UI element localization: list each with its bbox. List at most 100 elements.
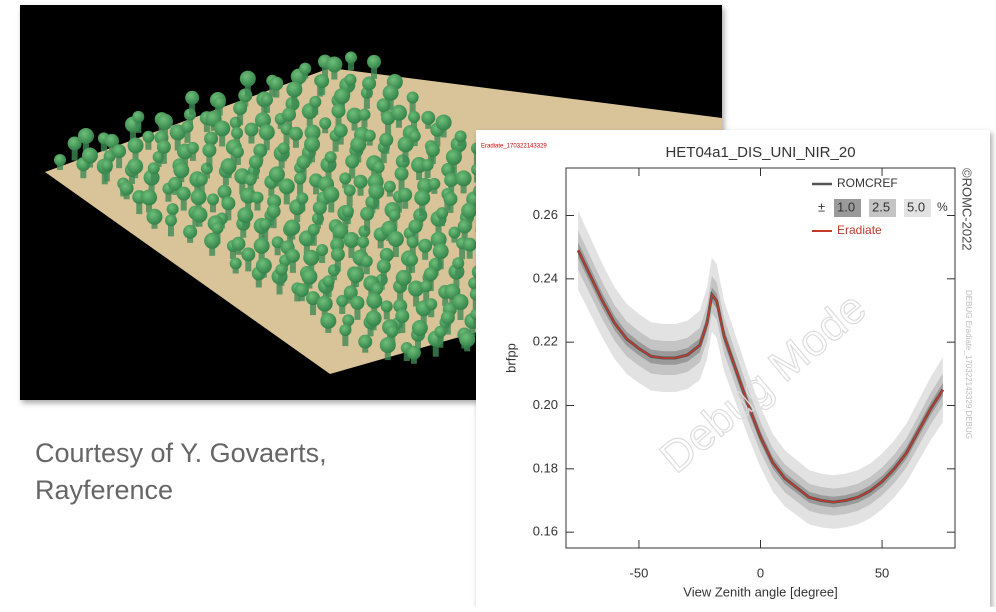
series-line <box>577 249 944 503</box>
tree-crown <box>316 244 329 257</box>
tree-trunk <box>409 259 416 273</box>
legend-swatch <box>904 199 931 217</box>
tree-crown <box>251 191 264 204</box>
tree-crown <box>372 161 385 174</box>
tree-trunk <box>278 269 285 286</box>
tree-crown <box>414 189 431 206</box>
tree-trunk <box>321 61 328 79</box>
copyright: ©ROMC-2022 <box>960 168 975 251</box>
tree-trunk <box>363 92 370 109</box>
tree-trunk <box>385 118 392 136</box>
tree-crown <box>452 294 469 311</box>
tree-crown <box>345 154 360 169</box>
tree-crown <box>367 54 382 69</box>
y-tick-label: 0.22 <box>533 334 558 349</box>
x-axis-label: View Zenith angle [degree] <box>683 584 837 599</box>
tree-trunk <box>165 188 172 202</box>
tree-trunk <box>116 151 123 169</box>
tree-crown <box>434 325 447 338</box>
tree-crown <box>345 51 358 64</box>
tree-trunk <box>289 255 296 273</box>
tree-trunk <box>71 143 78 161</box>
tree-trunk <box>136 197 143 215</box>
tree-crown <box>443 191 458 206</box>
tree-trunk <box>327 157 334 171</box>
forest <box>54 51 687 364</box>
x-tick-label: -50 <box>630 565 649 580</box>
tree-crown <box>296 155 311 170</box>
tree-crown <box>259 218 272 231</box>
y-tick-label: 0.26 <box>533 207 558 222</box>
y-tick-label: 0.16 <box>533 524 558 539</box>
tree-trunk <box>466 244 473 259</box>
tree-crown <box>366 292 383 309</box>
tree-trunk <box>150 168 157 185</box>
tree-trunk <box>380 147 387 164</box>
tree-crown <box>454 130 467 143</box>
tree-crown <box>346 107 363 124</box>
tree-crown <box>186 141 199 154</box>
tree-crown <box>105 133 120 148</box>
band-prefix: ± <box>818 199 825 214</box>
tree-crown <box>336 294 349 307</box>
tree-trunk <box>264 99 271 113</box>
tree-crown <box>406 253 419 266</box>
tree-trunk <box>297 178 304 195</box>
tree-trunk <box>403 348 410 362</box>
tree-crown <box>183 224 198 239</box>
tree-trunk <box>339 300 346 314</box>
tree-crown <box>248 155 263 170</box>
tree-trunk <box>206 150 213 168</box>
tree-crown <box>305 291 320 306</box>
tree-crown <box>395 309 410 324</box>
legend-label: 2.5 <box>872 199 890 214</box>
tree-crown <box>275 263 288 276</box>
tree-crown <box>278 178 295 195</box>
tree-crown <box>339 172 352 185</box>
tree-crown <box>258 124 275 141</box>
tree-trunk <box>263 132 270 151</box>
debug-note: DEBUG Eradiate_170322143329 DEBUG <box>964 290 973 439</box>
tree-trunk <box>245 254 252 272</box>
tree-crown <box>343 285 358 300</box>
tree-trunk <box>461 226 468 244</box>
tree-crown <box>397 136 414 153</box>
tree-crown <box>127 158 144 175</box>
tree-crown <box>146 208 163 225</box>
tree-crown <box>423 267 438 282</box>
caption: Rayference <box>35 475 173 505</box>
tree-trunk <box>448 180 455 198</box>
tree-crown <box>331 103 346 118</box>
tree-crown <box>425 298 438 311</box>
tree-crown <box>241 247 256 262</box>
tree-trunk <box>100 138 107 152</box>
tree-crown <box>455 170 472 187</box>
legend-label: Eradiate <box>837 223 882 237</box>
tree-crown <box>388 209 401 222</box>
tree-crown <box>342 314 355 327</box>
x-tick-label: 50 <box>875 565 889 580</box>
tree-trunk <box>434 129 441 147</box>
tree-crown <box>254 112 271 129</box>
tree-trunk <box>244 78 251 97</box>
tree-trunk <box>103 165 110 182</box>
tree-trunk <box>189 147 196 161</box>
tree-trunk <box>371 61 378 79</box>
tree-crown <box>296 192 309 205</box>
tree-crown <box>320 312 337 329</box>
tree-crown <box>406 345 421 360</box>
tree-trunk <box>450 157 457 176</box>
tree-crown <box>339 324 352 337</box>
tree-crown <box>462 237 477 252</box>
tree-crown <box>288 126 303 141</box>
tree-trunk <box>349 161 356 179</box>
tree-crown <box>303 249 320 266</box>
tree-crown <box>365 310 382 327</box>
tree-trunk <box>239 176 246 195</box>
tree-crown <box>357 236 370 249</box>
tree-crown <box>324 151 337 164</box>
tree-crown <box>390 104 407 121</box>
tree-trunk <box>247 179 254 196</box>
legend-label: 1.0 <box>837 199 855 214</box>
